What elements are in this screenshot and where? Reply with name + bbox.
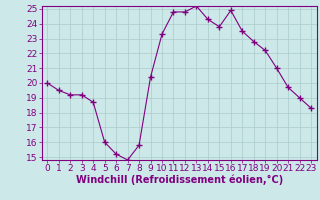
X-axis label: Windchill (Refroidissement éolien,°C): Windchill (Refroidissement éolien,°C) [76, 175, 283, 185]
